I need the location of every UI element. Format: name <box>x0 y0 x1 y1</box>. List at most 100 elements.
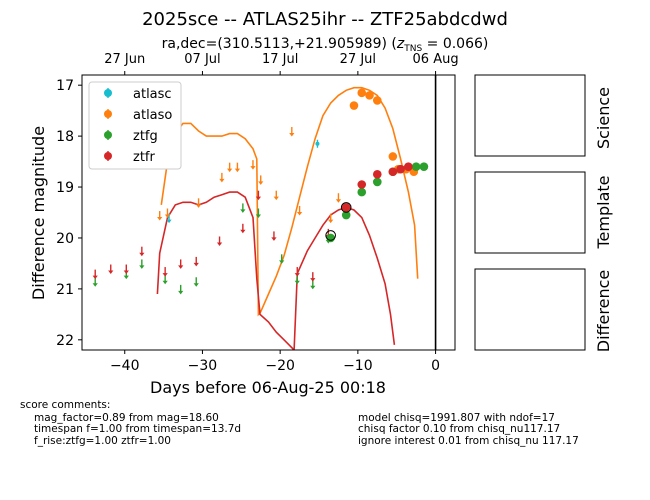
model-comment-line: chisq factor 0.10 from chisq_nu117.17 <box>358 423 560 435</box>
ztfg-detection <box>341 210 351 220</box>
highlighted-point-ring <box>340 202 352 213</box>
atlaso-detection <box>365 91 374 100</box>
legend-label: atlaso <box>133 108 172 123</box>
ztfr-upper-limit <box>123 264 129 275</box>
atlaso-upper-limit <box>195 198 202 208</box>
highlighted-point-ring <box>325 230 336 241</box>
axes: −40 −30 −20 −10 0 17 18 19 20 21 22 27 Jun 07 Jul 17 … <box>56 52 458 374</box>
legend-box <box>88 81 182 170</box>
y-tick-label: 22 <box>56 333 74 349</box>
ztfg-upper-limit <box>139 259 145 269</box>
z-symbol: z <box>396 36 405 52</box>
atlaso-upper-limit <box>157 211 163 221</box>
legend-marker <box>104 152 112 160</box>
x-tick-label: −30 <box>188 358 218 374</box>
ztfg-detection <box>357 187 367 197</box>
ztfg-upper-limit <box>255 208 261 218</box>
ztfg-upper-limit <box>240 203 246 213</box>
template-panel <box>474 171 586 254</box>
ztfr-upper-limit <box>178 259 184 269</box>
model-comment-line: model chisq=1991.807 with ndof=17 <box>358 412 555 424</box>
ztfr-detection <box>357 180 367 189</box>
atlasc-detection <box>315 139 320 148</box>
chart-title: 2025sce -- ATLAS25ihr -- ZTF25abdcdwd <box>142 9 508 30</box>
legend-label: atlasc <box>133 87 172 102</box>
atlaso-upper-limit <box>273 190 279 201</box>
ztfr-upper-limit <box>310 272 316 282</box>
science-label: Science <box>594 87 613 149</box>
x-tick-label: −20 <box>265 358 295 374</box>
ztfr-upper-limit <box>92 269 98 280</box>
legend-entry-atlasc: atlasc <box>104 87 172 102</box>
model-curve-atlaso <box>160 86 419 317</box>
y-axis-label: Difference magnitude <box>29 126 48 300</box>
ztfr-detection <box>341 203 351 212</box>
ztfg-detection <box>326 233 335 243</box>
atlaso-upper-limit <box>328 213 334 224</box>
difference-panel <box>474 268 586 351</box>
ztfr-upper-limit <box>240 223 246 234</box>
legend-entry-atlaso: atlaso <box>104 108 172 123</box>
atlaso-upper-limit <box>219 172 225 183</box>
atlaso-upper-limit <box>164 208 171 218</box>
score-comment-line: f_rise:ztfg=1.00 ztfr=1.00 <box>34 435 171 447</box>
ztfg-upper-limit <box>193 277 199 287</box>
ztfr-upper-limit <box>271 231 277 241</box>
score-comments-heading: score comments: <box>20 399 110 411</box>
template-label: Template <box>594 175 613 249</box>
atlaso-upper-limit <box>289 127 295 137</box>
atlaso-upper-limit <box>258 175 264 185</box>
atlaso-detection <box>372 96 382 105</box>
atlaso-upper-limit <box>296 205 303 216</box>
score-comment-line: timespan f=1.00 from timespan=13.7d <box>34 423 241 435</box>
atlaso-upper-limit <box>335 193 342 203</box>
atlaso-detection <box>349 101 359 110</box>
ztfg-upper-limit <box>279 254 285 264</box>
x-tick-label: −10 <box>343 358 373 374</box>
top-x-tick-label: 27 Jul <box>340 52 376 67</box>
data-points <box>92 88 429 295</box>
model-curve-ztfr <box>156 191 396 350</box>
ztfr-detection <box>388 167 398 177</box>
legend-entry-ztfr: ztfr <box>104 150 155 165</box>
chart-subtitle: ra,dec=(310.5113,+21.905989) (zTNS = 0.0… <box>162 36 489 54</box>
ztfg-detection <box>411 162 421 171</box>
atlaso-upper-limit <box>234 162 241 173</box>
legend-label: ztfg <box>133 129 158 144</box>
top-x-tick-label: 27 Jun <box>104 52 145 67</box>
coord-text: ra,dec=(310.5113,+21.905989) ( <box>162 36 397 52</box>
ztfg-detection <box>372 177 382 187</box>
ztfr-detection <box>404 162 413 171</box>
ztfr-upper-limit <box>108 264 114 275</box>
ztfr-upper-limit <box>294 267 300 277</box>
score-comments: score comments: mag_factor=0.89 from mag… <box>20 399 579 447</box>
plot-frame <box>81 74 456 351</box>
y-tick-label: 20 <box>56 231 74 247</box>
y-tick-label: 17 <box>56 78 74 94</box>
top-x-tick-label: 07 Jul <box>184 52 220 67</box>
legend-marker <box>104 110 112 118</box>
science-panel <box>474 74 586 157</box>
y-tick-label: 19 <box>56 180 74 196</box>
atlaso-upper-limit <box>250 160 256 170</box>
atlaso-detection <box>388 152 398 161</box>
atlaso-upper-limit <box>227 162 233 173</box>
x-tick-label: −40 <box>110 358 140 374</box>
ztfr-upper-limit <box>216 236 223 247</box>
legend-marker <box>104 89 112 97</box>
ztfr-upper-limit <box>139 246 145 257</box>
z-value: = 0.066) <box>422 36 488 52</box>
ztfr-upper-limit <box>193 256 199 267</box>
top-x-tick-label: 06 Aug <box>413 52 459 67</box>
model-curves <box>156 86 419 350</box>
ztfr-upper-limit <box>162 267 168 277</box>
legend-marker <box>104 131 112 139</box>
model-comment-line: ignore interest 0.01 from chisq_nu 117.1… <box>358 435 579 447</box>
legend-label: ztfr <box>133 150 155 165</box>
ztfr-detection <box>396 164 405 174</box>
z-subscript: TNS <box>403 44 422 54</box>
ztfg-upper-limit <box>178 284 184 295</box>
x-tick-label: 0 <box>431 358 440 374</box>
legend: atlasc atlaso ztfg ztfr <box>88 81 182 170</box>
